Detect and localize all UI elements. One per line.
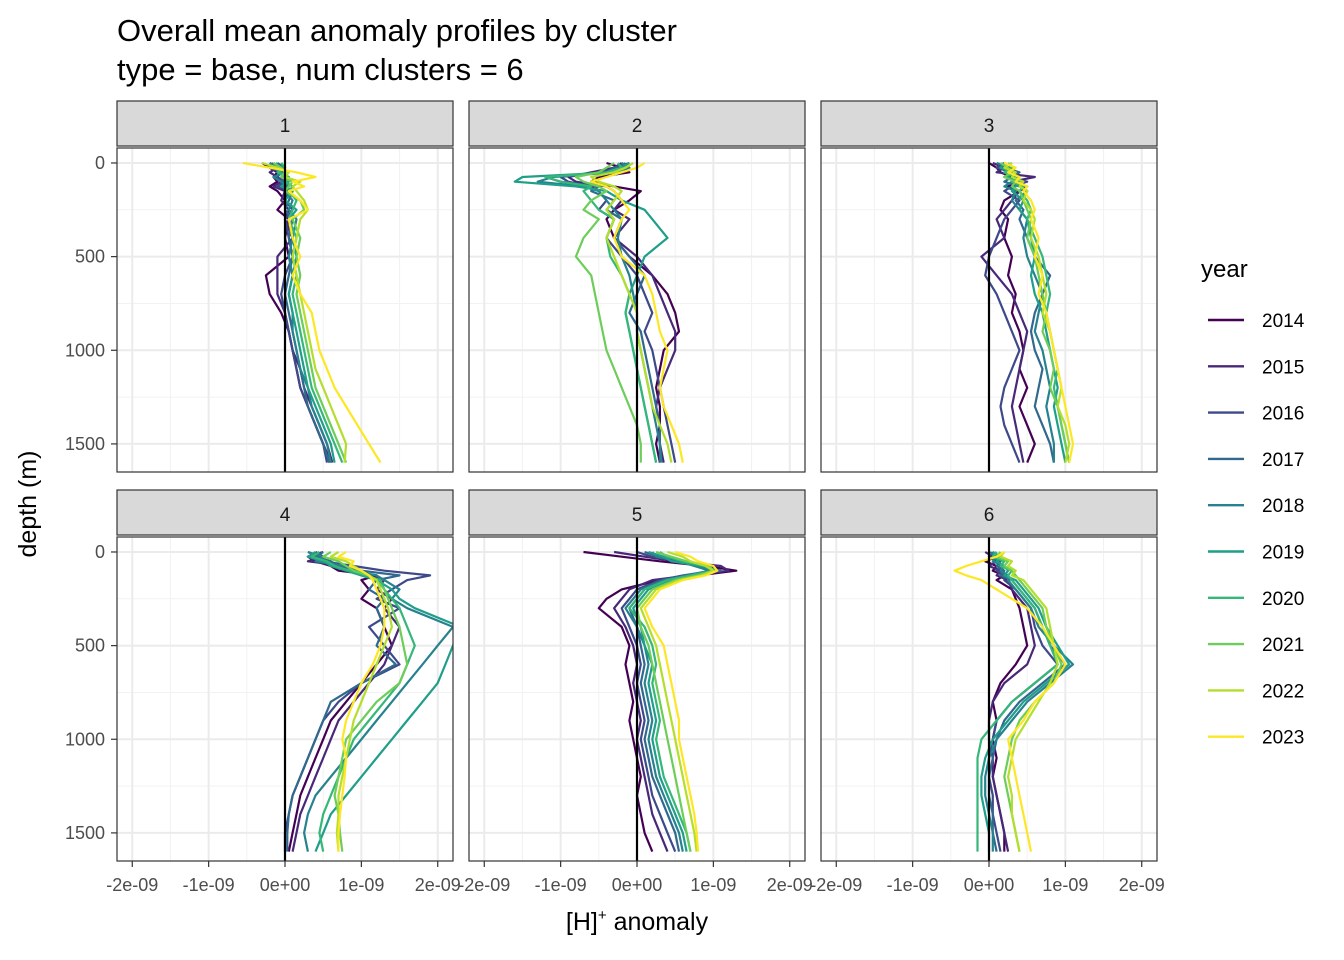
series-line-2023 [337, 551, 386, 852]
legend-item-2020: 2020 [1208, 589, 1304, 610]
x-tick-label: 1e-09 [690, 875, 736, 895]
y-tick-label: 0 [95, 153, 105, 173]
y-tick-label: 1000 [65, 340, 105, 360]
series-line-2023 [242, 161, 382, 464]
facet-strip-label: 4 [280, 505, 291, 526]
facet-panel-2: 2 [468, 100, 806, 473]
x-tick-label: -1e-09 [887, 875, 939, 895]
facet-strip-label: 2 [632, 116, 643, 137]
chart-subtitle: type = base, num clusters = 6 [117, 52, 524, 87]
legend-item-2018: 2018 [1208, 496, 1304, 517]
facet-panel-5: 5 [468, 489, 806, 862]
x-tick-label: 0e+00 [260, 875, 311, 895]
legend-label: 2015 [1262, 357, 1304, 378]
series-lines [283, 550, 453, 853]
facet-strip-label: 6 [984, 505, 995, 526]
facet-panel-4: 4 [116, 489, 454, 862]
panel-border [820, 147, 1158, 473]
x-tick-label: 0e+00 [964, 875, 1015, 895]
x-tick-label: 1e-09 [1042, 875, 1088, 895]
facet-strip-4 [116, 489, 454, 536]
legend-label: 2016 [1262, 404, 1304, 425]
series-line-2021 [322, 551, 409, 852]
series-line-2023 [1003, 161, 1075, 463]
legend-item-2017: 2017 [1208, 450, 1304, 471]
legend-label: 2023 [1262, 728, 1304, 749]
facet-strip-label: 5 [632, 505, 643, 526]
series-line-2021 [272, 162, 348, 464]
y-tick-label: 500 [75, 636, 105, 656]
panel-border [116, 147, 454, 473]
legend-item-2019: 2019 [1208, 543, 1304, 564]
series-line-2022 [1003, 162, 1071, 463]
facet-strip-label: 3 [984, 116, 995, 137]
x-tick-label: -2e-09 [458, 875, 510, 895]
series-line-2016 [987, 551, 1059, 852]
legend-item-2016: 2016 [1208, 404, 1304, 425]
x-tick-label: 2e-09 [1119, 875, 1165, 895]
series-lines [242, 161, 382, 464]
x-tick-label: -2e-09 [106, 875, 158, 895]
legend-item-2022: 2022 [1208, 681, 1304, 702]
x-tick-label: -2e-09 [810, 875, 862, 895]
series-lines [980, 161, 1075, 464]
legend-item-2023: 2023 [1208, 728, 1304, 749]
legend-label: 2014 [1262, 311, 1305, 332]
y-tick-label: 0 [95, 542, 105, 562]
facet-strip-5 [468, 489, 806, 536]
legend-label: 2020 [1262, 589, 1304, 610]
facet-panel-3: 3 [820, 100, 1158, 473]
x-axis-title: [H]+ anomaly [566, 907, 709, 936]
y-axis-title: depth (m) [14, 451, 42, 558]
series-line-2023 [590, 162, 684, 463]
legend-label: 2021 [1262, 635, 1304, 656]
series-line-2019 [306, 551, 453, 853]
y-tick-label: 1500 [65, 823, 105, 843]
series-line-2015 [612, 550, 730, 853]
series-line-2021 [574, 162, 642, 463]
x-tick-label: 2e-09 [767, 875, 813, 895]
legend-item-2021: 2021 [1208, 635, 1304, 656]
chart-title: Overall mean anomaly profiles by cluster [117, 13, 677, 48]
legend: year 2014 2015 2016 2017 2018 2019 2020 2021 202… [1201, 256, 1305, 749]
legend-label: 2019 [1262, 543, 1304, 564]
facet-strip-3 [820, 100, 1158, 147]
x-tick-label: -1e-09 [535, 875, 587, 895]
facet-strip-1 [116, 100, 454, 147]
legend-label: 2017 [1262, 450, 1304, 471]
series-line-2023 [953, 551, 1067, 852]
series-line-2017 [286, 551, 401, 852]
y-tick-label: 1000 [65, 729, 105, 749]
series-line-2022 [639, 550, 715, 852]
facet-strip-label: 1 [280, 116, 291, 137]
series-line-2023 [643, 550, 719, 852]
legend-item-2015: 2015 [1208, 357, 1304, 378]
legend-label: 2022 [1262, 681, 1304, 702]
legend-label: 2018 [1262, 496, 1304, 517]
series-line-2018 [269, 162, 332, 463]
x-tick-label: -1e-09 [183, 875, 235, 895]
facet-panel-6: 6 [820, 489, 1158, 862]
facet-strip-6 [820, 489, 1158, 536]
facet-panel-1: 1 [116, 100, 454, 473]
legend-item-2014: 2014 [1208, 311, 1305, 332]
panel-border [468, 147, 806, 473]
series-line-2020 [310, 551, 416, 852]
x-tick-label: 0e+00 [612, 875, 663, 895]
y-tick-label: 1500 [65, 434, 105, 454]
facet-strip-2 [468, 100, 806, 147]
legend-title: year [1201, 256, 1248, 283]
x-tick-label: 2e-09 [415, 875, 461, 895]
y-tick-label: 500 [75, 247, 105, 267]
series-line-2020 [544, 162, 658, 463]
x-tick-label: 1e-09 [338, 875, 384, 895]
